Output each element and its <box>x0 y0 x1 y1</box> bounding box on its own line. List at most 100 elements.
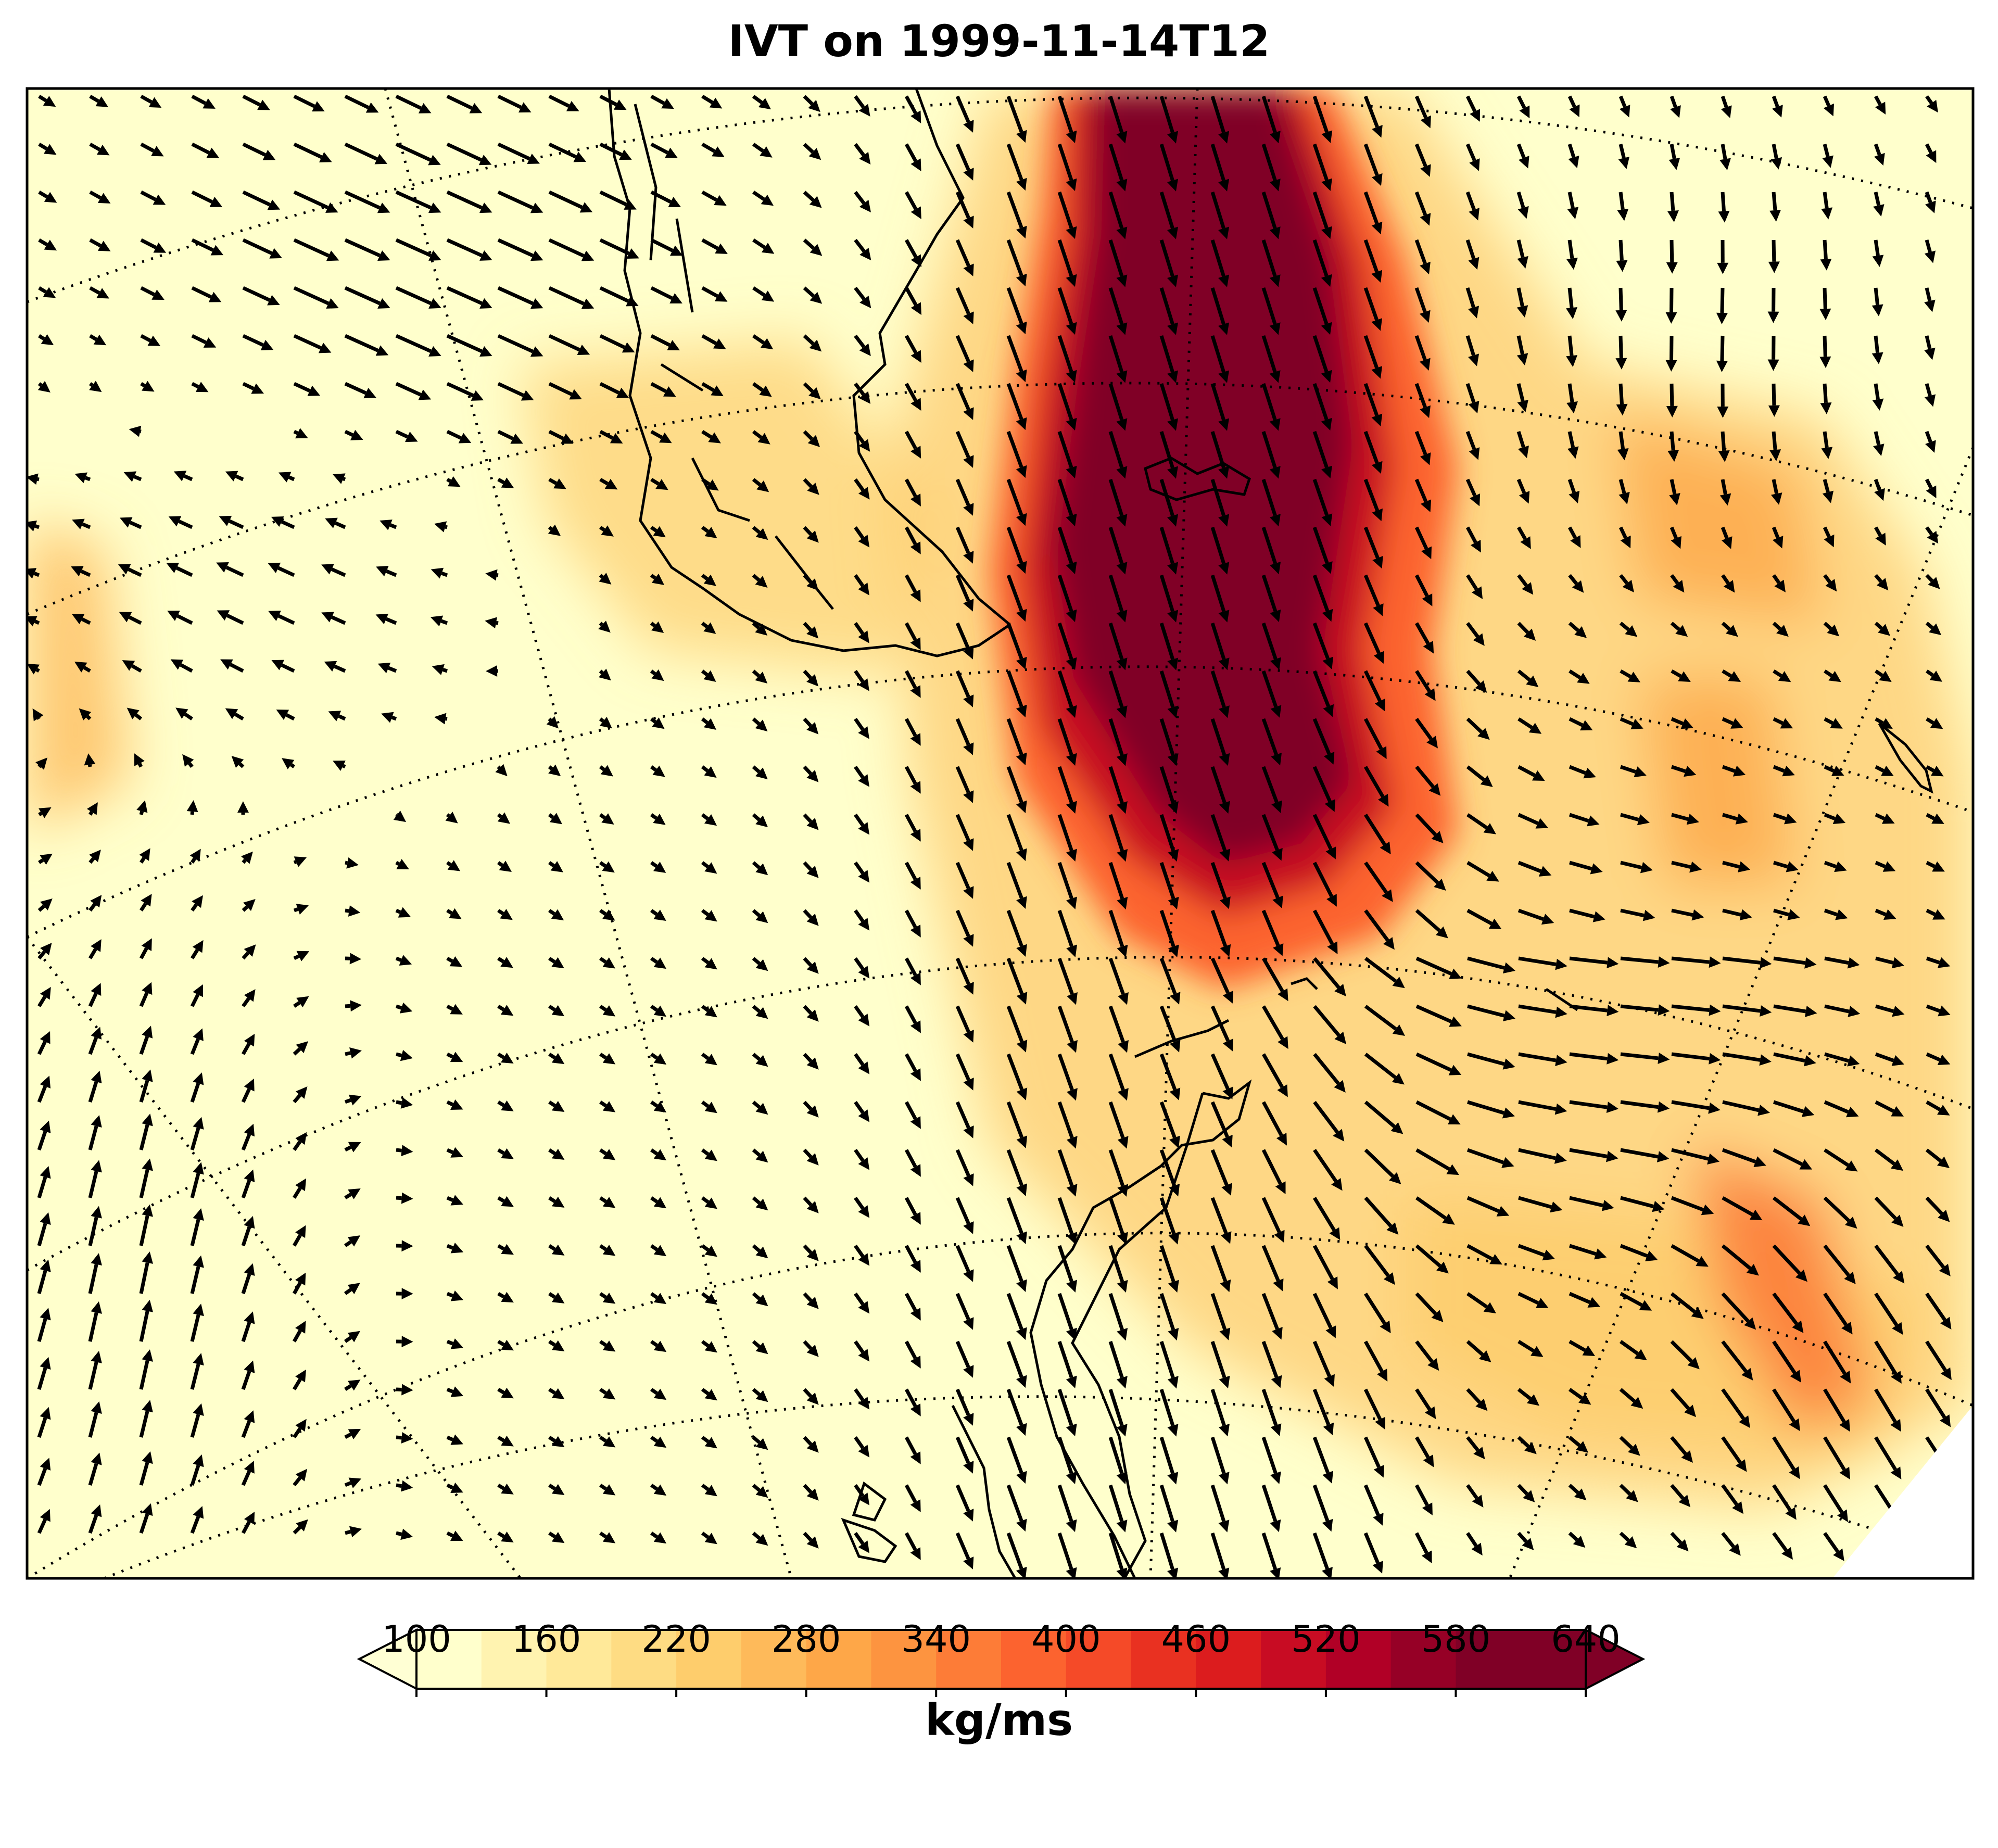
ivt-vector <box>1924 239 1936 263</box>
ivt-vector <box>37 1458 51 1486</box>
ivt-vector <box>1057 335 1077 383</box>
ivt-vector <box>599 1100 616 1112</box>
ivt-vector <box>1159 1101 1180 1149</box>
ivt-vector <box>231 755 245 768</box>
ivt-vector <box>1872 383 1884 411</box>
ivt-vector <box>1926 717 1943 729</box>
ivt-vector <box>955 526 974 564</box>
ivt-vector <box>38 286 56 298</box>
ivt-vector <box>1465 143 1480 171</box>
ivt-vector <box>1006 670 1027 718</box>
ivt-vector <box>548 142 587 162</box>
ivt-vector <box>1773 908 1800 920</box>
ivt-vector <box>1670 1436 1693 1463</box>
ivt-vector <box>380 520 397 530</box>
ivt-vector <box>1874 574 1889 591</box>
ivt-vector <box>497 382 534 401</box>
ivt-vector <box>497 1148 514 1159</box>
ivt-vector <box>752 286 775 302</box>
ivt-vector <box>396 1480 413 1492</box>
ivt-vector <box>1518 1004 1567 1018</box>
ivt-vector <box>1312 383 1332 431</box>
ivt-vector <box>1108 431 1128 479</box>
ivt-vector <box>701 1340 717 1353</box>
ivt-vector <box>344 1379 361 1391</box>
ivt-vector <box>1823 1293 1853 1335</box>
ivt-vector <box>650 1005 667 1017</box>
colorbar-box <box>936 1630 1002 1689</box>
ivt-vector <box>325 517 346 529</box>
ivt-vector <box>752 669 768 684</box>
ivt-vector <box>1006 1197 1027 1244</box>
ivt-vector <box>1620 860 1653 874</box>
ivt-vector <box>446 1290 464 1301</box>
ivt-vector <box>1210 1340 1230 1389</box>
ivt-vector <box>1415 1004 1462 1027</box>
ivt-vector <box>1313 1197 1341 1241</box>
ivt-vector <box>1210 862 1231 909</box>
ivt-vector <box>1159 191 1178 239</box>
ivt-vector <box>1871 335 1883 364</box>
ivt-vector <box>1466 1484 1484 1508</box>
ivt-vector <box>1618 479 1630 504</box>
ivt-vector <box>1518 1340 1544 1357</box>
ivt-vector <box>1261 239 1281 287</box>
ivt-vector <box>271 516 295 529</box>
ivt-vector <box>701 669 716 682</box>
ivt-vector <box>1312 95 1333 143</box>
ivt-vector <box>1872 239 1884 267</box>
ivt-vector <box>1210 95 1230 144</box>
ivt-vector <box>1363 191 1383 235</box>
ivt-vector <box>242 944 256 960</box>
ivt-vector <box>446 334 492 357</box>
ivt-vector <box>854 1005 870 1027</box>
ivt-vector <box>1926 813 1944 824</box>
ivt-vector <box>497 190 543 213</box>
ivt-vector <box>548 334 590 355</box>
ivt-vector <box>1363 287 1383 331</box>
ivt-vector <box>293 904 309 915</box>
ivt-vector <box>1108 1436 1128 1485</box>
ivt-vector <box>1415 717 1438 749</box>
ivt-vector <box>1716 287 1728 324</box>
ivt-vector <box>1313 1100 1345 1142</box>
ivt-vector <box>1363 383 1383 427</box>
colorbar-box <box>1456 1630 1521 1689</box>
ivt-vector <box>1312 622 1333 669</box>
ivt-vector <box>599 1148 616 1160</box>
ivt-vector <box>1466 1100 1515 1119</box>
ivt-vector <box>1616 239 1628 272</box>
ivt-vector <box>1517 574 1534 595</box>
ivt-vector <box>168 516 193 529</box>
ivt-vector <box>1159 1149 1180 1197</box>
ivt-vector <box>752 813 768 828</box>
ivt-vector <box>650 526 666 538</box>
ivt-vector <box>1312 1532 1333 1578</box>
ivt-vector <box>1668 144 1680 170</box>
ivt-vector <box>803 191 822 208</box>
ivt-vector <box>752 1388 768 1402</box>
ivt-vector <box>548 238 595 261</box>
ivt-vector <box>446 286 492 309</box>
ivt-vector <box>242 94 270 110</box>
colorbar-tick-label: 100 <box>382 1618 451 1661</box>
ivt-vector <box>1566 239 1578 270</box>
ivt-vector <box>1466 1340 1491 1362</box>
ivt-vector <box>1772 1244 1807 1282</box>
ivt-vector <box>1414 1484 1433 1515</box>
ivt-vector <box>1465 383 1479 414</box>
ivt-vector <box>650 382 676 397</box>
ivt-vector <box>1517 1531 1534 1550</box>
ivt-vector <box>1006 287 1027 335</box>
ivt-vector <box>904 95 921 123</box>
ivt-vector <box>1823 1340 1851 1384</box>
ivt-vector <box>38 190 57 203</box>
ivt-vector <box>1465 478 1481 507</box>
ivt-vector <box>1414 287 1431 323</box>
ivt-vector <box>1415 956 1462 979</box>
ivt-vector <box>1159 287 1178 335</box>
ivt-vector <box>1874 526 1886 546</box>
ivt-vector <box>1721 1436 1747 1472</box>
ivt-vector <box>854 1100 870 1122</box>
ivt-vector <box>650 334 680 350</box>
